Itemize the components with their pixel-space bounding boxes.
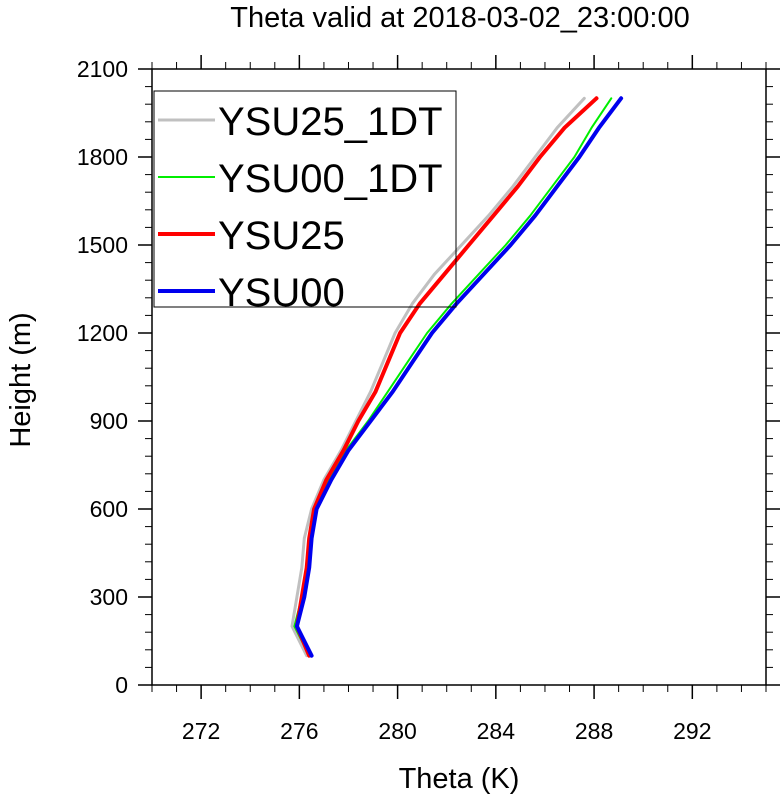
y-tick-label: 900 — [90, 408, 128, 434]
x-tick-label: 292 — [673, 718, 711, 744]
legend-label: YSU25 — [218, 214, 345, 258]
legend: YSU25_1DT YSU00_1DT YSU25 YSU00 — [153, 90, 457, 315]
y-tick-label: 1200 — [77, 320, 128, 346]
x-tick-label: 288 — [575, 718, 613, 744]
legend-label: YSU00_1DT — [218, 157, 443, 201]
series-line-ysu25 — [294, 96, 599, 658]
minor-ticks — [145, 62, 773, 692]
x-tick-label: 272 — [182, 718, 220, 744]
y-tick-label: 0 — [115, 672, 128, 698]
series-lines — [290, 96, 624, 658]
y-tick-label: 1500 — [77, 232, 128, 258]
x-tick-label: 280 — [378, 718, 416, 744]
legend-box — [153, 90, 457, 308]
y-tick-label: 600 — [90, 496, 128, 522]
plot-frame — [151, 68, 767, 686]
y-axis-label: Height (m) — [5, 312, 37, 447]
series-line-ysu00 — [294, 96, 624, 658]
y-tick-label: 2100 — [77, 56, 128, 82]
y-tick-labels: 0 300 600 900 1200 1500 1800 2100 — [77, 56, 128, 698]
chart-title: Theta valid at 2018-03-02_23:00:00 — [230, 2, 690, 34]
legend-label: YSU00 — [218, 271, 345, 315]
x-tick-labels: 272 276 280 284 288 292 — [182, 718, 712, 744]
y-tick-label: 300 — [90, 584, 128, 610]
x-axis-label: Theta (K) — [399, 763, 520, 795]
x-tick-label: 276 — [280, 718, 318, 744]
x-tick-label: 284 — [477, 718, 516, 744]
major-ticks — [138, 55, 780, 699]
legend-label: YSU25_1DT — [218, 100, 443, 144]
series-line-ysu25-1dt — [290, 96, 586, 658]
y-tick-label: 1800 — [77, 144, 128, 170]
